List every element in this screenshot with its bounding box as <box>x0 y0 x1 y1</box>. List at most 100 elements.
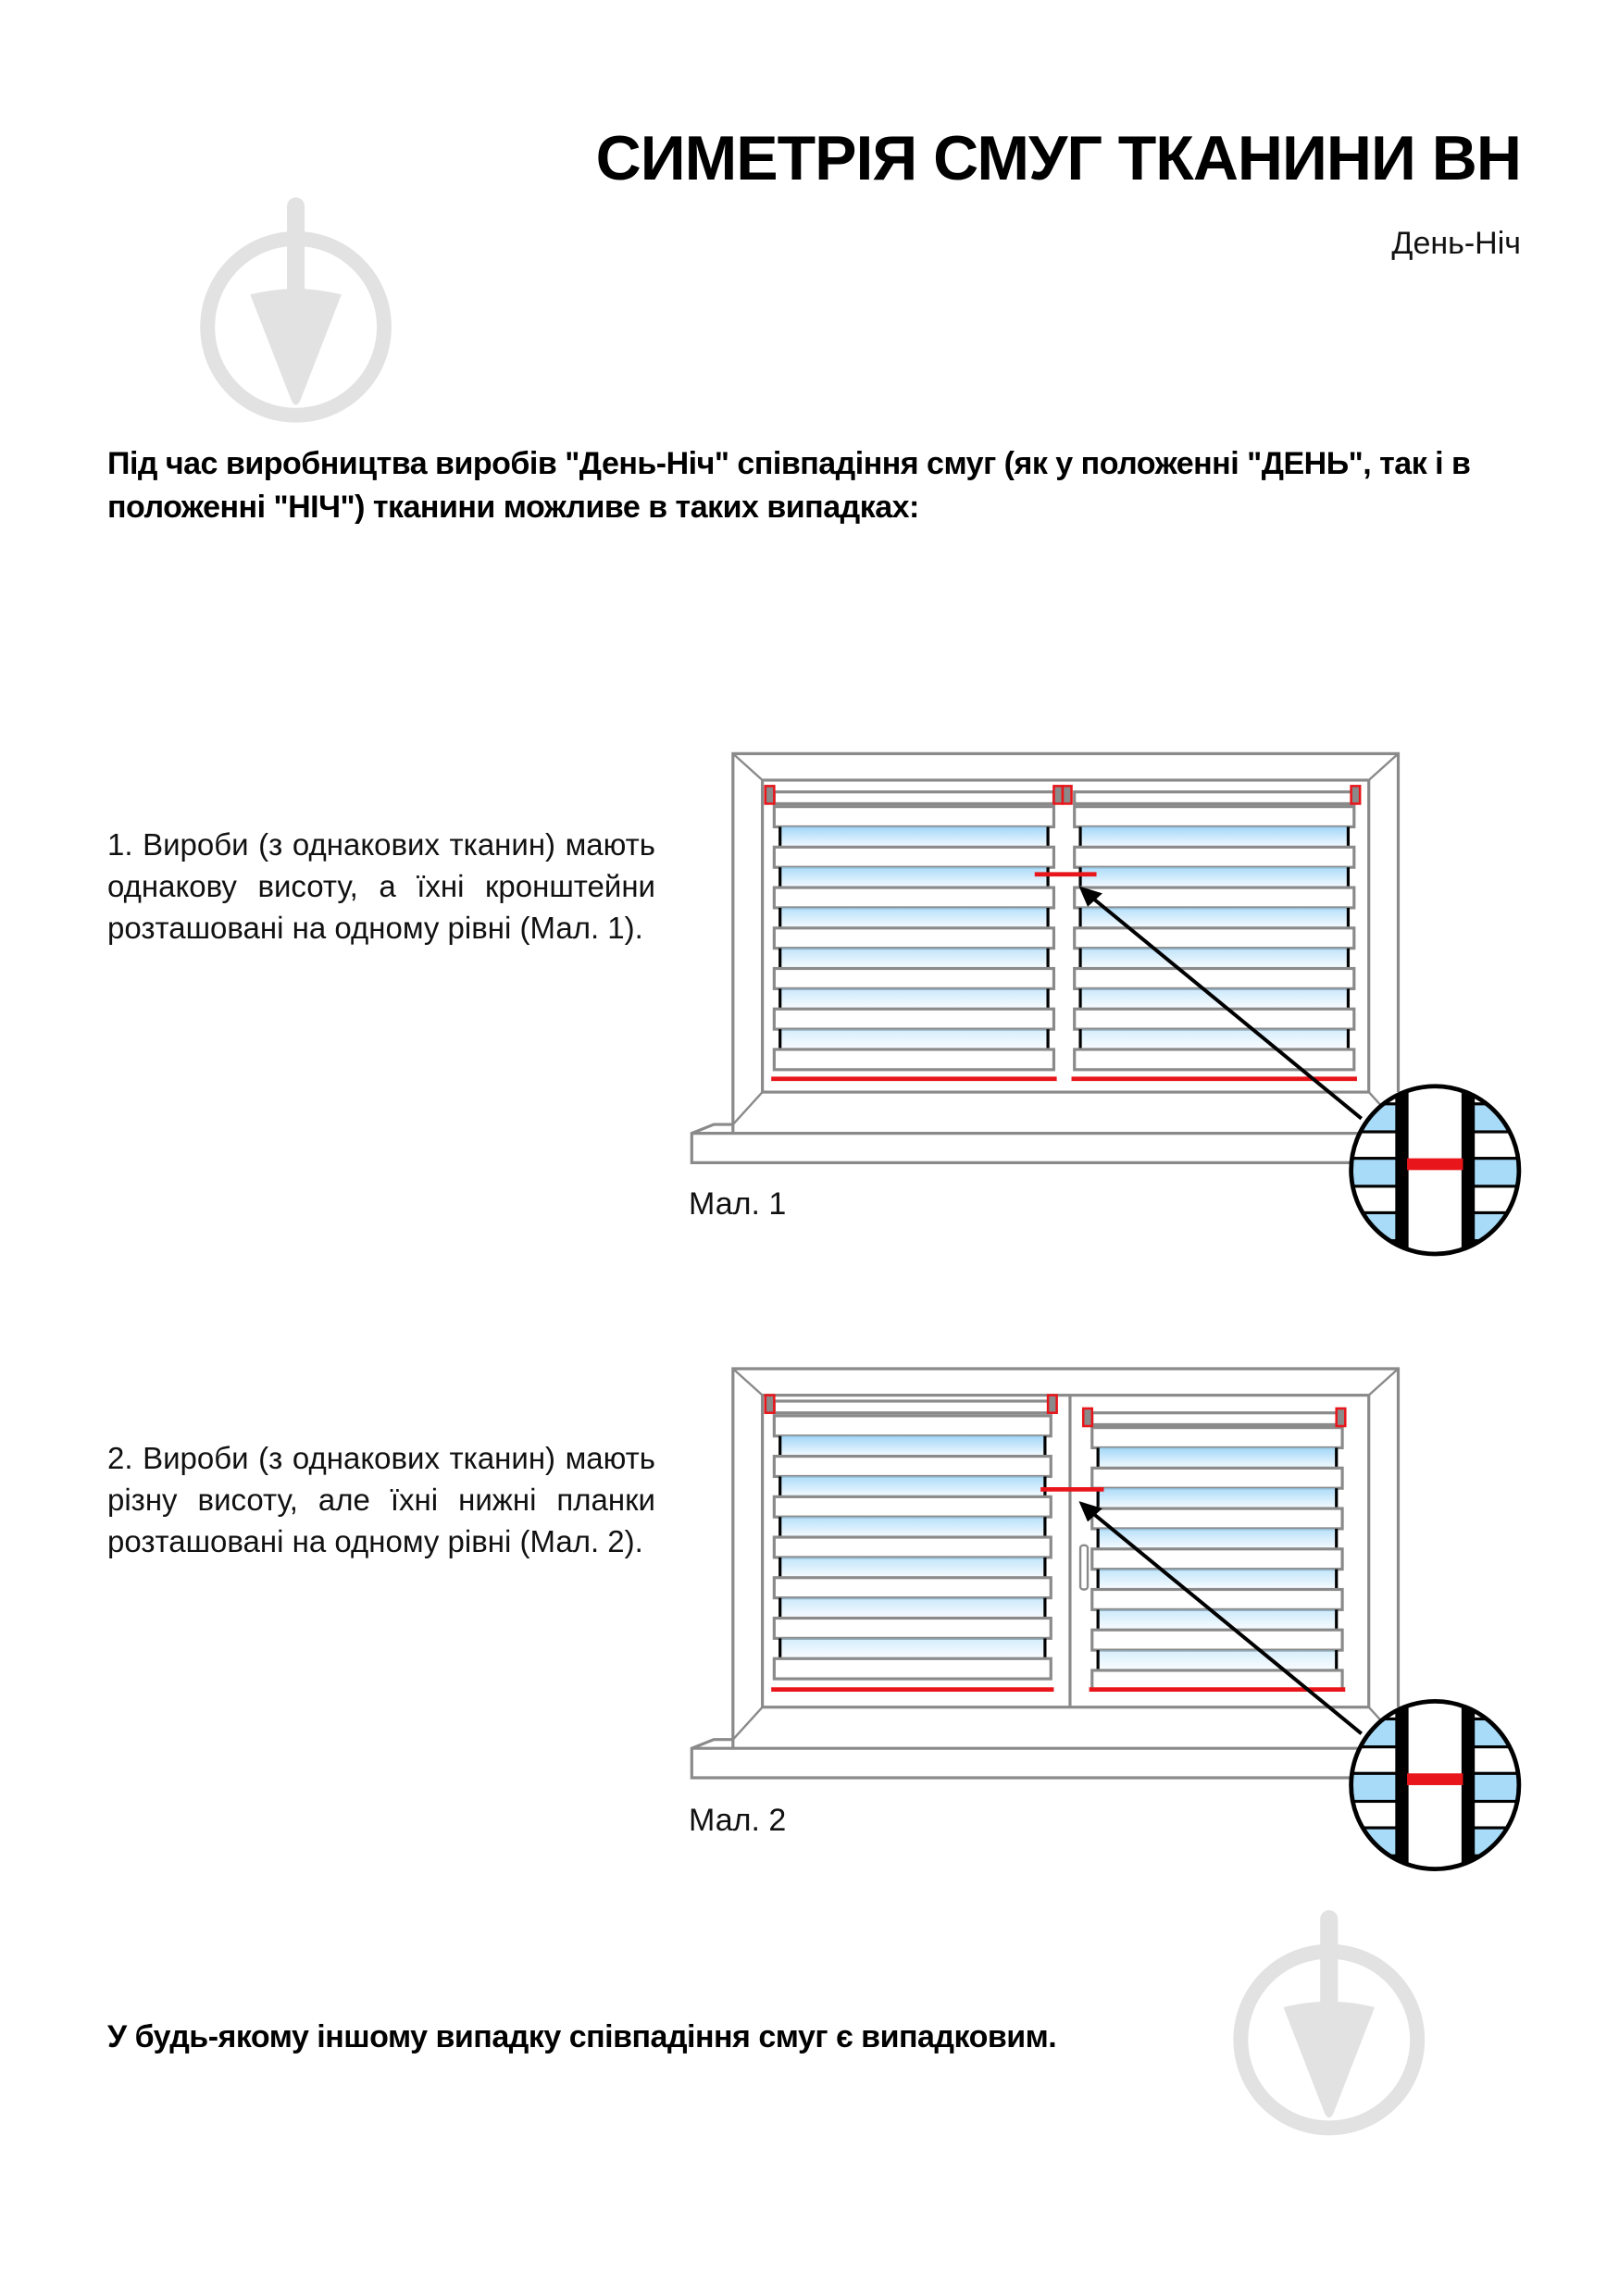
glass-edge <box>1078 907 1082 928</box>
fabric-opaque-stripe <box>1090 1547 1344 1571</box>
pointer-arrow-line <box>1089 1509 1364 1735</box>
fabric-opaque-stripe <box>772 1576 1052 1600</box>
fabric-opaque-stripe <box>1090 1426 1344 1450</box>
glass-edge <box>1335 1650 1339 1670</box>
glass-edge <box>1346 907 1351 928</box>
fabric-opaque-stripe <box>1090 1628 1344 1652</box>
window-outer-frame <box>731 751 1401 1136</box>
glass-edge <box>1346 948 1351 969</box>
magnifier-ring <box>1349 1698 1522 1871</box>
blind-header-rail <box>772 1399 1052 1415</box>
case-2-text: 2. Вироби (з однакових тканин) мають різ… <box>107 1441 655 1558</box>
magnified-glass-edge <box>1463 1086 1476 1254</box>
fabric-opaque-stripe <box>772 1414 1052 1438</box>
page-title: СИМЕТРІЯ СМУГ ТКАНИНИ ВН <box>595 123 1522 193</box>
fabric-opaque-stripe <box>772 966 1056 990</box>
fabric-sheer-stripe <box>778 1597 1047 1619</box>
glass-edge <box>1335 1609 1339 1631</box>
fabric-opaque-stripe <box>772 805 1056 829</box>
glass-edge <box>1346 826 1351 848</box>
glass-edge <box>1346 867 1351 888</box>
fabric-opaque-stripe <box>1090 1587 1344 1611</box>
glass-edge <box>1046 948 1050 969</box>
fabric-opaque-stripe <box>772 886 1056 910</box>
magnified-sheer-stripe <box>1351 1322 1519 1349</box>
fabric-sheer-stripe <box>1078 948 1351 969</box>
fabric-opaque-stripe <box>772 1657 1052 1681</box>
glass-edge <box>778 948 782 969</box>
fabric-sheer-stripe <box>1096 1650 1339 1670</box>
glass-edge <box>1096 1528 1100 1549</box>
bracket-marker <box>764 785 776 805</box>
bracket-marker <box>1046 1394 1058 1414</box>
fabric-opaque-stripe <box>1073 886 1356 910</box>
glass-edge <box>1078 1029 1082 1049</box>
watermark-logo-icon <box>1233 1910 1426 2136</box>
glass-edge <box>778 1435 782 1457</box>
frame-bevel <box>731 1091 764 1125</box>
bracket-marker <box>1335 1407 1347 1428</box>
fabric-opaque-stripe <box>772 1455 1052 1479</box>
fabric-sheer-stripe <box>778 1557 1047 1578</box>
footer-note: У будь-якому іншому випадку співпадіння … <box>107 2019 1057 2054</box>
magnified-marker <box>1407 1773 1463 1785</box>
magnifier-detail <box>1351 995 1519 1349</box>
glass-edge <box>1043 1476 1047 1497</box>
glass-edge <box>1043 1435 1047 1457</box>
glass-edge <box>778 988 782 1010</box>
glass-edge <box>778 1029 782 1049</box>
bracket-marker <box>764 1394 776 1414</box>
fabric-opaque-stripe <box>1090 1466 1344 1490</box>
magnified-marker <box>1407 1158 1463 1171</box>
fabric-opaque-stripe <box>772 845 1056 869</box>
page-subtitle: День-Ніч <box>1391 226 1521 261</box>
watermark-handle <box>287 197 305 301</box>
fabric-sheer-stripe <box>1078 867 1351 888</box>
magnified-glass-edge <box>1395 1701 1408 1869</box>
glass-edge <box>778 1597 782 1619</box>
bracket-marker <box>1052 785 1065 805</box>
frame-bevel <box>732 752 764 781</box>
fabric-sheer-stripe <box>778 1638 1047 1659</box>
fabric-opaque-stripe <box>772 1535 1052 1559</box>
figure-1-caption: Мал. 1 <box>689 1186 787 1222</box>
fabric-sheer-stripe <box>778 867 1050 888</box>
magnified-sheer-stripe <box>1351 1610 1519 1638</box>
pointer-arrow-line <box>1089 895 1364 1121</box>
glass-edge <box>1046 907 1050 928</box>
glass-edge <box>778 826 782 848</box>
fabric-opaque-stripe <box>1073 805 1356 829</box>
blind-header-rail <box>1090 1411 1344 1427</box>
magnified-glass-edge <box>1463 1701 1476 1869</box>
glass-edge <box>1043 1517 1047 1538</box>
window-outer-frame <box>731 1367 1401 1752</box>
glass-edge <box>778 1638 782 1659</box>
fabric-sheer-stripe <box>778 826 1050 848</box>
fabric-opaque-stripe <box>772 926 1056 950</box>
figure-1 <box>690 751 1522 1349</box>
glass-edge <box>1335 1488 1339 1509</box>
magnified-sheer-stripe <box>1351 995 1519 1023</box>
window-sill <box>690 1123 1401 1164</box>
glass-edge <box>1046 988 1050 1010</box>
fabric-opaque-stripe <box>1073 845 1356 869</box>
glass-edge <box>1046 826 1050 848</box>
glass-edge <box>1078 988 1082 1010</box>
fabric-sheer-stripe <box>1096 1447 1339 1469</box>
fabric-opaque-stripe <box>1073 966 1356 990</box>
glass-edge <box>1096 1569 1100 1590</box>
watermark-logo-icon <box>200 197 392 423</box>
magnified-sheer-stripe <box>1351 1267 1519 1295</box>
glass-edge <box>778 1557 782 1578</box>
glass-edge <box>1078 948 1082 969</box>
fabric-sheer-stripe <box>778 948 1050 969</box>
watermark-handle <box>1320 1910 1339 2014</box>
glass-edge <box>1346 1029 1351 1049</box>
watermark-blade <box>250 288 342 405</box>
magnified-sheer-stripe <box>1351 1665 1519 1693</box>
glass-edge <box>1096 1650 1100 1670</box>
fabric-opaque-stripe <box>1073 1048 1356 1072</box>
pointer-arrowhead <box>1078 1501 1102 1522</box>
fabric-sheer-stripe <box>1096 1569 1339 1590</box>
